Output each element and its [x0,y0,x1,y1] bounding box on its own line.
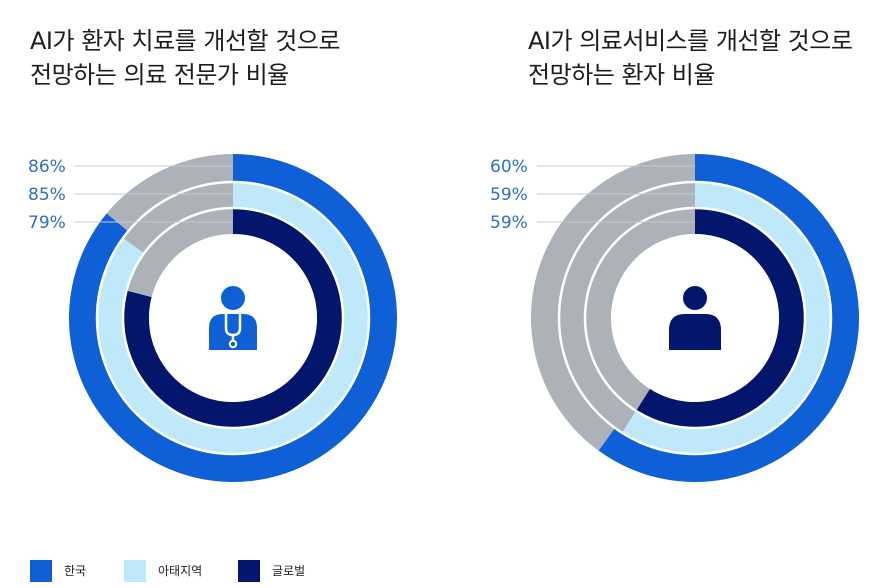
donut-segment-0 [598,154,860,483]
chart-title: AI가 의료서비스를 개선할 것으로 전망하는 환자 비율 [528,24,853,92]
ring-separator-1 [583,206,807,430]
donut-remainder-2 [126,208,233,298]
legend-swatch-korea [30,560,52,582]
chart-title: AI가 환자 치료를 개선할 것으로 전망하는 의료 전문가 비율 [30,24,340,92]
legend-label: 한국 [64,564,87,578]
legend-label: 아태지역 [158,564,203,578]
chart-panel-patients: AI가 의료서비스를 개선할 것으로 전망하는 환자 비율 60% 59% 59% [444,0,888,540]
data-label-1: 85% [28,185,66,205]
ring-separator-0 [95,180,371,456]
chart-panel-clinicians: AI가 환자 치료를 개선할 것으로 전망하는 의료 전문가 비율 86% 85%… [0,0,444,540]
chart-title-line: 전망하는 환자 비율 [528,61,715,89]
chart-title-line: AI가 의료서비스를 개선할 것으로 [528,27,853,55]
legend-swatch-global [238,560,260,582]
donut-remainder-1 [559,182,695,433]
patient-icon [669,286,721,350]
ring-separator-1 [121,206,345,430]
data-label-1: 59% [490,185,528,205]
nested-donut-chart: 60% 59% 59% [490,154,860,483]
legend-label: 글로벌 [272,564,306,578]
ring-separator-0 [557,180,833,456]
nested-donut-chart: 86% 85% 79% [28,154,397,482]
data-label-0: 60% [490,157,528,177]
donut-segment-1 [622,182,832,454]
doctor-icon [209,286,257,350]
donut-segment-2 [636,208,805,428]
data-label-0: 86% [28,157,66,177]
donut-remainder-2 [585,208,695,411]
data-label-2: 59% [490,213,528,233]
donut-remainder-1 [122,182,233,254]
legend-swatch-apac [124,560,146,582]
donut-remainder-0 [106,154,233,232]
chart-title-line: 전망하는 의료 전문가 비율 [30,61,289,89]
chart-title-line: AI가 환자 치료를 개선할 것으로 [30,27,340,55]
data-label-2: 79% [28,213,66,233]
